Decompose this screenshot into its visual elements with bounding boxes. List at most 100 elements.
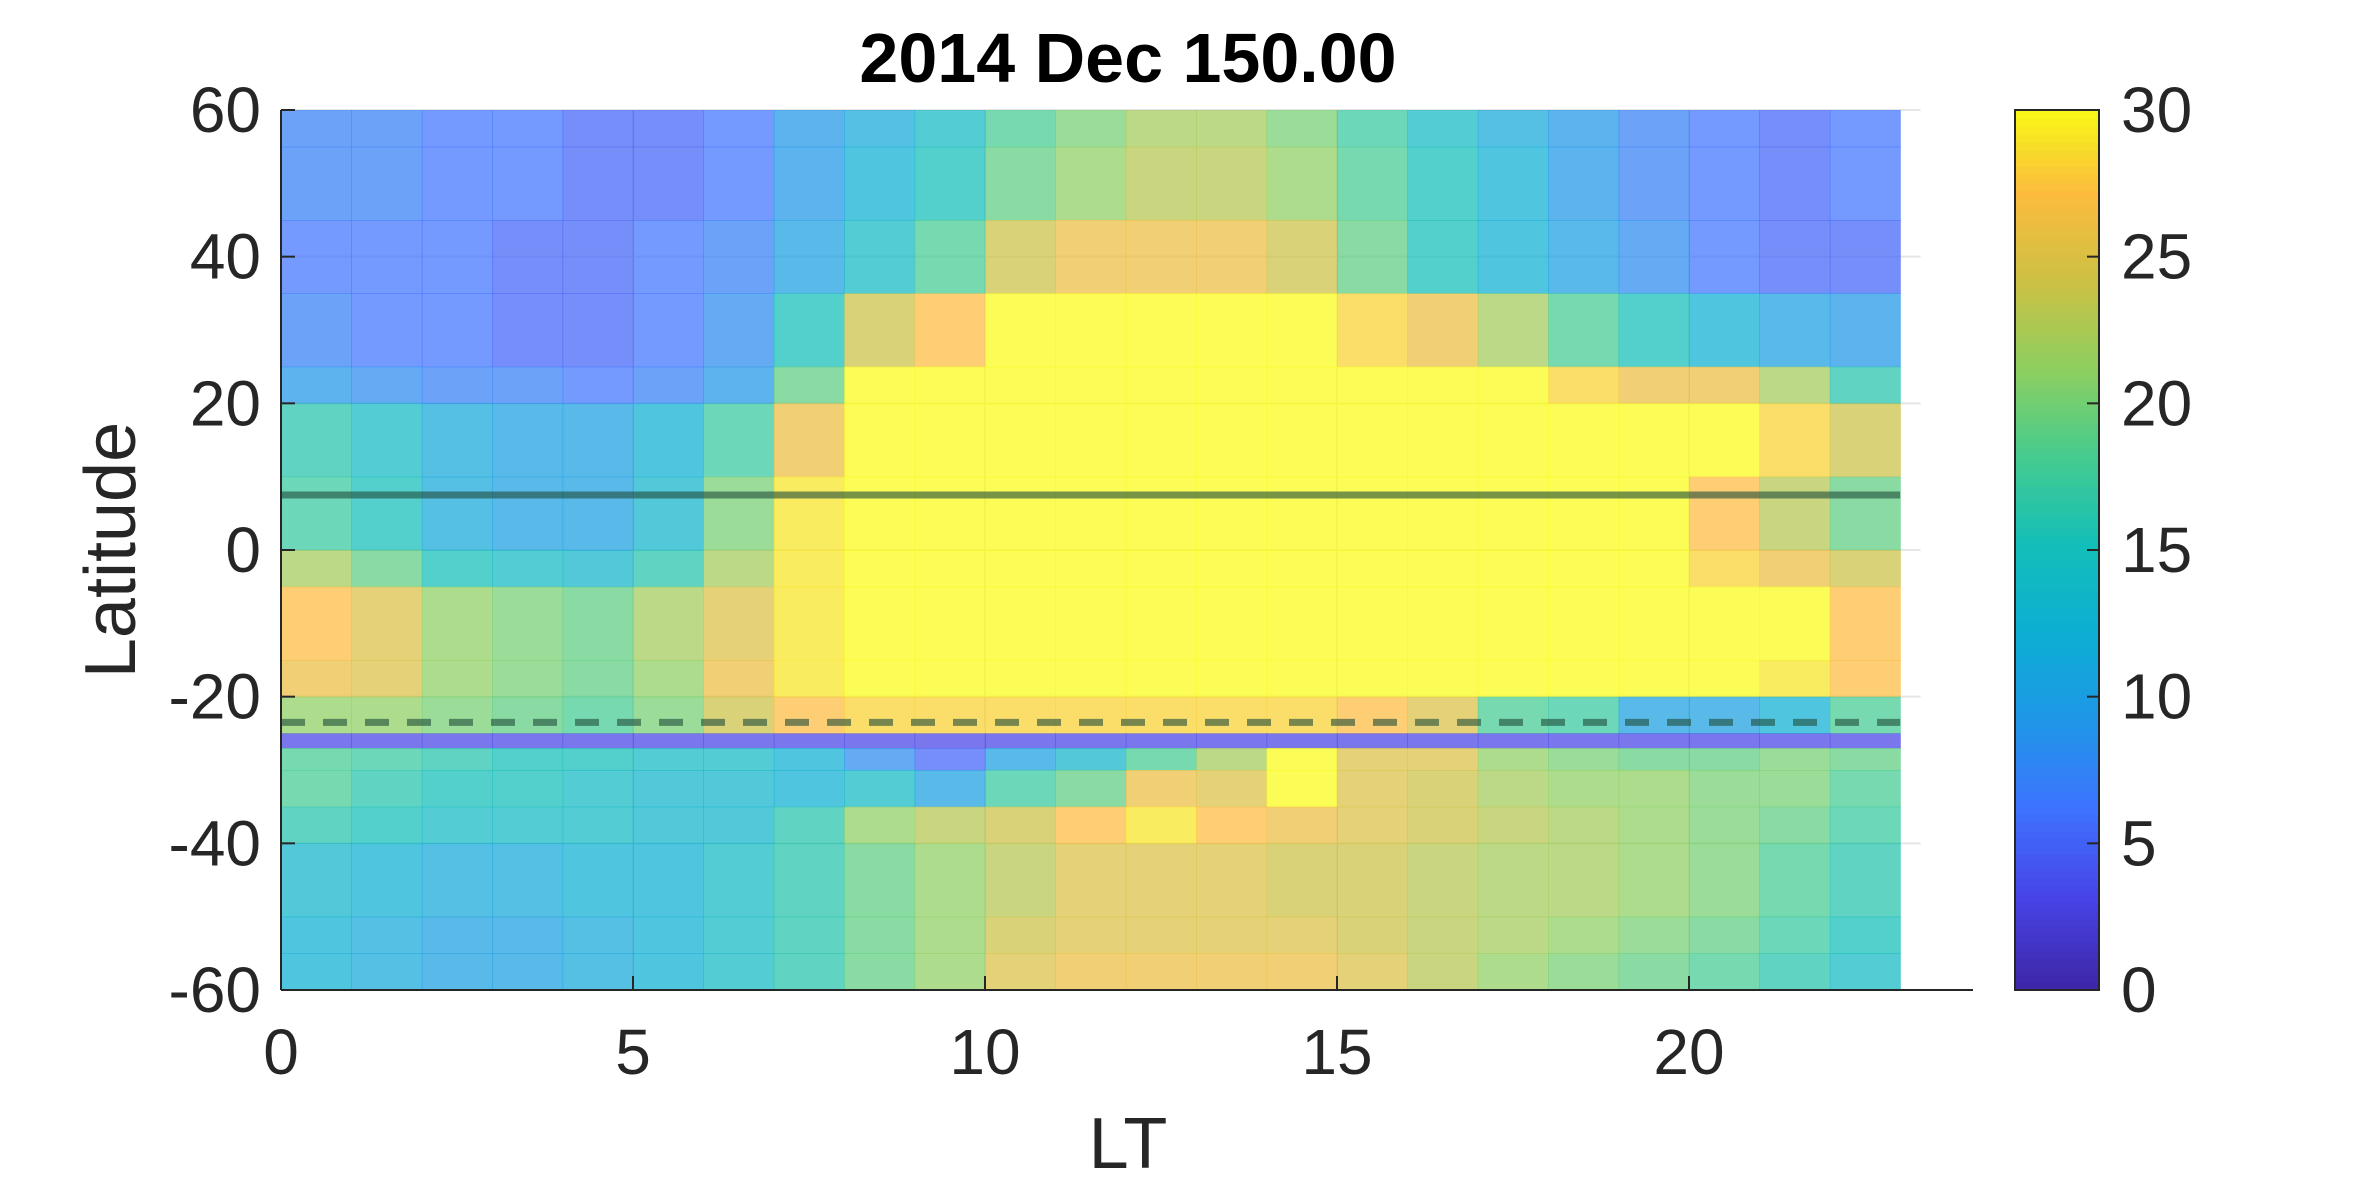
- heatmap-cell: [1759, 366, 1831, 404]
- heatmap-cell: [1689, 806, 1760, 844]
- colorbar-segment: [2015, 542, 2099, 551]
- heatmap-cell: [421, 660, 493, 698]
- heatmap-cell: [1829, 770, 1901, 808]
- heatmap-cell: [281, 748, 352, 771]
- colorbar-segment: [2015, 206, 2099, 215]
- colorbar-segment: [2015, 574, 2099, 583]
- heatmap-cell: [1759, 733, 1831, 749]
- heatmap-cell: [914, 293, 986, 368]
- heatmap-cell: [633, 953, 704, 991]
- colorbar-segment: [2015, 246, 2099, 255]
- colorbar-segment: [2015, 926, 2099, 935]
- heatmap-cell: [1266, 953, 1338, 991]
- heatmap-cell: [1548, 476, 1620, 551]
- heatmap-cell: [1196, 476, 1268, 551]
- heatmap-cell: [914, 550, 986, 588]
- heatmap-cell: [844, 733, 916, 749]
- colorbar-segment: [2015, 822, 2099, 831]
- heatmap-cell: [1689, 220, 1760, 294]
- colorbar-segment: [2015, 398, 2099, 407]
- heatmap-cell: [703, 220, 775, 294]
- colorbar-tick-label: 30: [2121, 74, 2192, 146]
- heatmap-cell: [281, 843, 352, 918]
- heatmap-cell: [1829, 476, 1901, 551]
- heatmap-cell: [1196, 366, 1268, 404]
- heatmap-cell: [773, 293, 845, 368]
- heatmap-cell: [1337, 550, 1408, 588]
- heatmap-cell: [562, 953, 634, 991]
- heatmap-cell: [844, 770, 916, 808]
- colorbar-segment: [2015, 110, 2099, 119]
- heatmap-cell: [1618, 110, 1690, 148]
- colorbar-segment: [2015, 270, 2099, 279]
- heatmap-cell: [562, 770, 634, 808]
- heatmap-cell: [281, 110, 352, 148]
- heatmap-cell: [1829, 696, 1901, 734]
- heatmap-cell: [492, 366, 564, 404]
- heatmap-cell: [1266, 110, 1338, 148]
- heatmap-cell: [1759, 293, 1831, 368]
- heatmap-cell: [1196, 586, 1268, 661]
- colorbar-segment: [2015, 134, 2099, 143]
- heatmap-cell: [1829, 550, 1901, 588]
- heatmap-cell: [1196, 953, 1268, 991]
- colorbar-segment: [2015, 646, 2099, 655]
- heatmap-cell: [914, 696, 986, 734]
- heatmap-cell: [1477, 806, 1549, 844]
- heatmap-cell: [1125, 953, 1197, 991]
- heatmap-cell: [1548, 293, 1620, 368]
- colorbar-segment: [2015, 430, 2099, 439]
- heatmap-cell: [633, 843, 704, 918]
- colorbar-segment: [2015, 254, 2099, 263]
- heatmap-cell: [1266, 806, 1338, 844]
- heatmap-cell: [773, 220, 845, 294]
- colorbar-segment: [2015, 550, 2099, 559]
- colorbar-segment: [2015, 422, 2099, 431]
- heatmap-cell: [1337, 953, 1408, 991]
- heatmap-cell: [1407, 403, 1479, 478]
- heatmap-cell: [985, 806, 1056, 844]
- heatmap-cell: [1477, 220, 1549, 294]
- heatmap-cell: [1266, 476, 1338, 551]
- heatmap-cell: [1337, 696, 1408, 734]
- heatmap-cell: [1337, 586, 1408, 661]
- heatmap-cell: [985, 476, 1056, 551]
- heatmap-cell: [1689, 403, 1760, 478]
- heatmap-cell: [773, 733, 845, 749]
- colorbar-segment: [2015, 238, 2099, 247]
- heatmap-cell: [1337, 806, 1408, 844]
- heatmap-cell: [773, 550, 845, 588]
- heatmap-cell: [773, 806, 845, 844]
- reference-lines: [281, 491, 1901, 726]
- heatmap-cell: [1759, 770, 1831, 808]
- heatmap-cell: [985, 403, 1056, 478]
- heatmap-cell: [1266, 146, 1338, 221]
- heatmap-cell: [1477, 843, 1549, 918]
- heatmap-cell: [914, 110, 986, 148]
- heatmap-cell: [351, 476, 423, 551]
- heatmap-cell: [1829, 220, 1901, 294]
- x-tick-label: 10: [949, 1016, 1020, 1088]
- heatmap-cell: [1829, 403, 1901, 478]
- heatmap-cell: [844, 748, 916, 771]
- heatmap-cell: [773, 660, 845, 698]
- heatmap-cell: [1829, 733, 1901, 749]
- colorbar-segment: [2015, 790, 2099, 799]
- heatmap-cell: [492, 476, 564, 551]
- heatmap-cell: [1759, 146, 1831, 221]
- heatmap-cell: [914, 770, 986, 808]
- colorbar-tick-label: 0: [2121, 954, 2157, 1026]
- colorbar-segment: [2015, 406, 2099, 415]
- heatmap-cell: [703, 366, 775, 404]
- heatmap-cell: [1618, 366, 1690, 404]
- heatmap-cell: [281, 696, 352, 734]
- heatmap-cell: [1548, 696, 1620, 734]
- heatmap-cell: [844, 476, 916, 551]
- heatmap-cell: [985, 366, 1056, 404]
- heatmap-cell: [1477, 696, 1549, 734]
- heatmap-cell: [633, 748, 704, 771]
- heatmap-cell: [351, 916, 423, 954]
- heatmap-cell: [562, 843, 634, 918]
- colorbar-segment: [2015, 598, 2099, 607]
- heatmap-cell: [633, 293, 704, 368]
